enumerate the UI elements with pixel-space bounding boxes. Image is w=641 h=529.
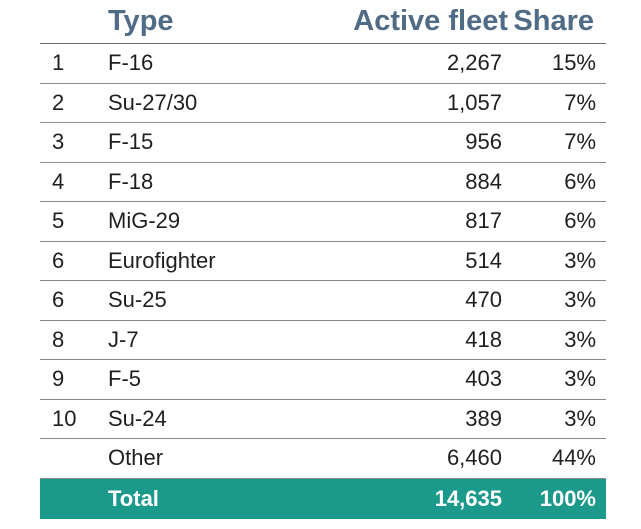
row-rank: 1	[52, 50, 65, 76]
header-share: Share	[513, 5, 594, 37]
row-share: 15%	[551, 50, 596, 76]
table-row: 6 Eurofighter 514 3%	[40, 242, 606, 281]
row-share: 7%	[564, 89, 596, 115]
row-share: 6%	[564, 208, 596, 234]
row-rank: 4	[52, 168, 65, 194]
row-share: 3%	[564, 287, 596, 313]
table-row: 1 F-16 2,267 15%	[40, 44, 606, 84]
row-rank: 3	[52, 129, 65, 155]
row-share: 44%	[551, 445, 596, 471]
table-header: Type Active fleet Share	[40, 0, 606, 44]
table-row: 9 F-5 403 3%	[40, 360, 606, 400]
row-active-fleet: 817	[465, 208, 502, 234]
row-active-fleet: 403	[465, 366, 502, 392]
row-type: MiG-29	[108, 208, 181, 234]
row-type: F-16	[108, 50, 154, 76]
row-active-fleet: 470	[465, 287, 502, 313]
table-row: 8 J-7 418 3%	[40, 321, 606, 360]
row-share: 6%	[564, 168, 596, 194]
fleet-table: Type Active fleet Share 1 F-16 2,267 15%…	[40, 0, 606, 519]
total-label: Total	[108, 485, 159, 511]
row-rank	[52, 439, 92, 478]
row-rank: 8	[52, 326, 65, 352]
row-type: F-18	[108, 168, 154, 194]
row-type: J-7	[108, 326, 139, 352]
row-active-fleet: 418	[465, 326, 502, 352]
row-type: Su-27/30	[108, 89, 198, 115]
row-active-fleet: 6,460	[446, 445, 502, 471]
table-row: 4 F-18 884 6%	[40, 163, 606, 202]
total-active-fleet: 14,635	[434, 485, 502, 511]
row-type: Su-25	[108, 287, 167, 313]
table-row: 3 F-15 956 7%	[40, 123, 606, 163]
row-type: Eurofighter	[108, 247, 216, 273]
row-active-fleet: 389	[465, 405, 502, 431]
total-share: 100%	[539, 485, 596, 511]
row-share: 3%	[564, 405, 596, 431]
row-active-fleet: 956	[465, 129, 502, 155]
row-type: Other	[108, 445, 164, 471]
row-active-fleet: 884	[465, 168, 502, 194]
header-type: Type	[108, 5, 174, 37]
row-active-fleet: 2,267	[446, 50, 502, 76]
row-rank: 9	[52, 366, 65, 392]
row-active-fleet: 1,057	[446, 89, 502, 115]
row-rank: 10	[52, 405, 77, 431]
row-share: 7%	[564, 129, 596, 155]
table-row: 5 MiG-29 817 6%	[40, 202, 606, 242]
row-share: 3%	[564, 366, 596, 392]
row-rank: 6	[52, 287, 65, 313]
table-row: 10 Su-24 389 3%	[40, 400, 606, 439]
row-type: Su-24	[108, 405, 167, 431]
row-rank: 2	[52, 89, 65, 115]
table-row: Other 6,460 44%	[40, 439, 606, 479]
table-row: 2 Su-27/30 1,057 7%	[40, 84, 606, 123]
row-rank: 6	[52, 247, 65, 273]
row-share: 3%	[564, 326, 596, 352]
header-active-fleet: Active fleet	[353, 5, 508, 37]
row-share: 3%	[564, 247, 596, 273]
row-active-fleet: 514	[465, 247, 502, 273]
row-type: F-5	[108, 366, 141, 392]
header-rank	[52, 0, 92, 43]
table-row: 6 Su-25 470 3%	[40, 281, 606, 321]
total-row: Total 14,635 100%	[40, 478, 606, 519]
row-rank: 5	[52, 208, 65, 234]
row-type: F-15	[108, 129, 154, 155]
